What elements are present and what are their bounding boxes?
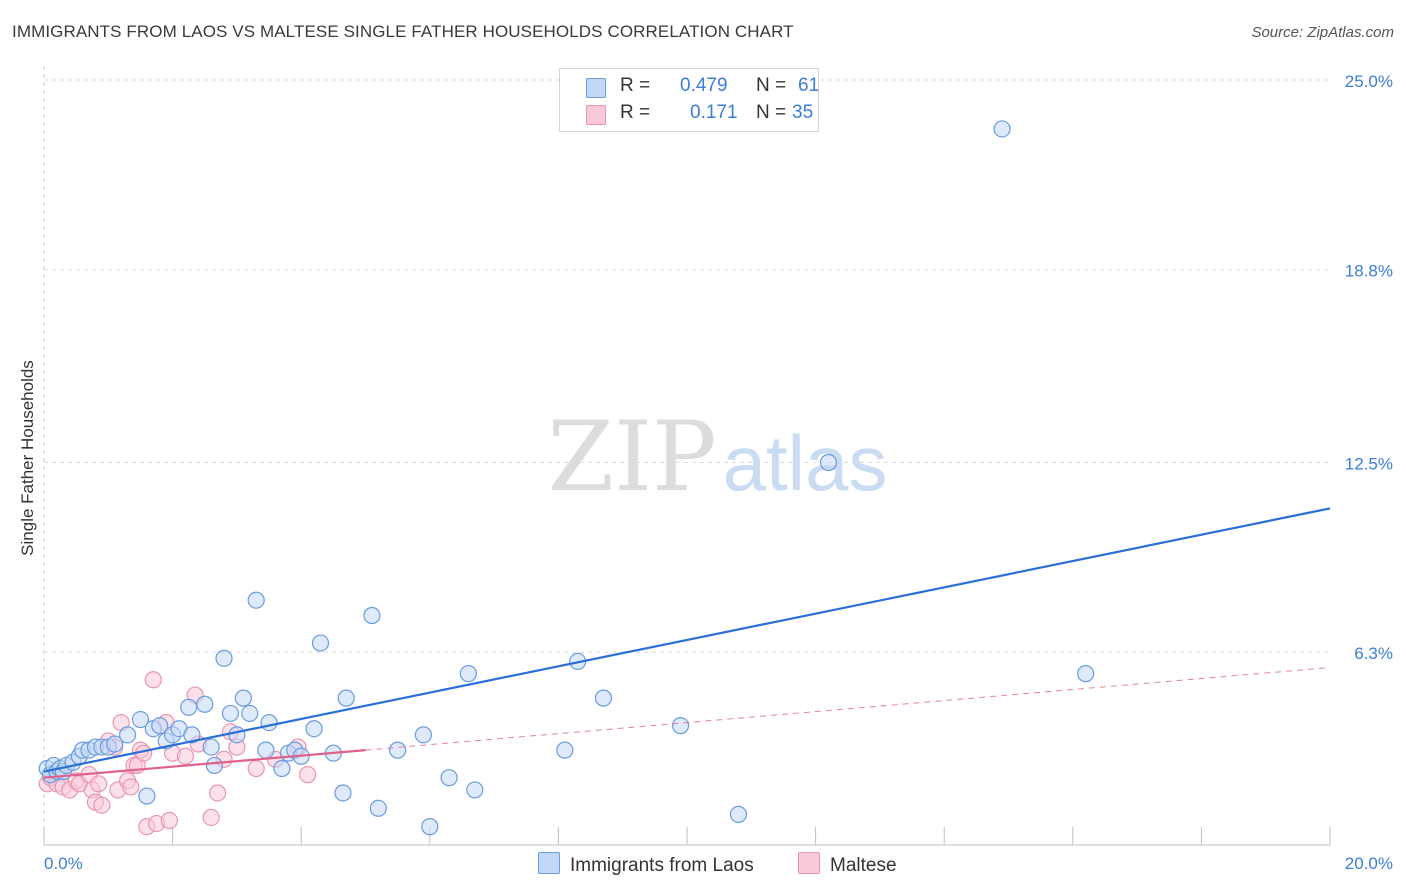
- r-label: R =: [620, 75, 651, 96]
- maltese-point: [90, 775, 108, 793]
- watermark-zip: ZIP: [547, 401, 716, 513]
- r-value: 0.171: [690, 102, 738, 123]
- laos-point: [1077, 665, 1095, 683]
- laos-point: [594, 689, 613, 707]
- laos-point: [118, 726, 137, 744]
- maltese-point: [93, 796, 111, 814]
- laos-point: [215, 649, 233, 667]
- x-tick-label: 20.0%: [1345, 854, 1393, 873]
- laos-point: [466, 781, 484, 799]
- laos-point: [369, 799, 387, 817]
- laos-point: [819, 453, 838, 472]
- laos-point: [556, 741, 574, 759]
- laos-point: [334, 784, 352, 802]
- laos-point: [363, 606, 381, 625]
- watermark: ZIP atlas: [547, 401, 887, 513]
- laos-legend-label: Immigrants from Laos: [570, 855, 754, 876]
- maltese-swatch: [586, 105, 606, 125]
- laos-point: [421, 818, 439, 836]
- r-label: R =: [620, 102, 651, 123]
- laos-point: [106, 735, 124, 753]
- laos-point: [180, 698, 198, 716]
- stats-legend: R = 0.479 N = 61 R = 0.171 N = 35: [559, 68, 819, 132]
- laos-point: [459, 665, 477, 683]
- maltese-point: [299, 766, 317, 784]
- y-tick-label: 18.8%: [1345, 262, 1393, 281]
- laos-trend-line: [43, 507, 1331, 773]
- n-value: 35: [792, 102, 814, 123]
- laos-point: [228, 726, 246, 744]
- y-tick-label: 12.5%: [1345, 455, 1393, 474]
- laos-point: [729, 805, 748, 824]
- maltese-point: [144, 671, 162, 689]
- laos-legend-swatch: [538, 852, 560, 874]
- maltese-point: [202, 808, 220, 827]
- chart-title: IMMIGRANTS FROM LAOS VS MALTESE SINGLE F…: [12, 22, 794, 41]
- laos-point: [257, 741, 275, 759]
- maltese-point: [160, 811, 178, 830]
- tick-labels: 6.3% 12.5% 18.8% 25.0% 0.0% 20.0%: [44, 72, 1393, 873]
- laos-point: [260, 713, 278, 732]
- laos-point: [151, 717, 169, 735]
- source-label: Source: ZipAtlas.com: [1251, 24, 1394, 41]
- trend-lines: [43, 507, 1331, 779]
- laos-point: [183, 726, 201, 744]
- watermark-atlas: atlas: [723, 419, 888, 507]
- laos-point: [311, 634, 330, 652]
- laos-point: [138, 787, 156, 805]
- axes: [43, 66, 1331, 846]
- maltese-trend-extension: [365, 667, 1331, 751]
- laos-point: [414, 726, 432, 744]
- maltese-point: [247, 759, 265, 778]
- laos-point: [241, 704, 259, 723]
- laos-point: [205, 756, 223, 775]
- y-tick-label: 25.0%: [1345, 72, 1393, 91]
- laos-point: [273, 759, 291, 778]
- maltese-legend-label: Maltese: [830, 855, 897, 876]
- laos-point: [337, 689, 355, 707]
- laos-swatch: [586, 78, 606, 98]
- laos-point: [440, 769, 458, 787]
- laos-point: [221, 704, 240, 723]
- laos-point: [305, 720, 323, 738]
- laos-point: [196, 695, 214, 713]
- maltese-point: [176, 747, 195, 765]
- legend-item-laos: Immigrants from Laos: [538, 852, 754, 876]
- laos-point: [202, 738, 220, 756]
- laos-point: [234, 689, 252, 707]
- laos-point: [389, 741, 407, 759]
- maltese-point: [209, 784, 227, 802]
- laos-point: [671, 717, 690, 735]
- maltese-point: [122, 778, 140, 796]
- legend-item-maltese: Maltese: [798, 852, 897, 876]
- laos-point: [131, 710, 150, 729]
- laos-point: [247, 591, 265, 609]
- x-tick-label: 0.0%: [44, 854, 83, 873]
- n-label: N =: [756, 102, 787, 123]
- laos-point: [993, 120, 1011, 138]
- maltese-legend-swatch: [798, 852, 820, 874]
- maltese-trend-line: [43, 749, 366, 779]
- y-tick-label: 6.3%: [1354, 644, 1393, 663]
- r-value: 0.479: [680, 75, 728, 96]
- n-label: N =: [756, 75, 787, 96]
- grid-lines: [44, 79, 1330, 653]
- n-value: 61: [798, 75, 820, 96]
